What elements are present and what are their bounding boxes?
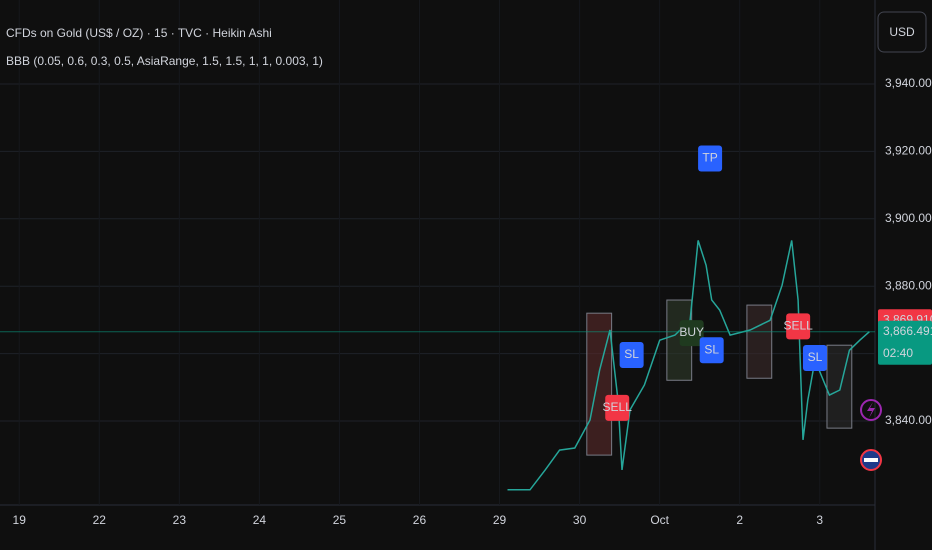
signal-marker bbox=[786, 313, 811, 340]
signal-label: SELL bbox=[603, 400, 633, 414]
flag-stripe bbox=[864, 458, 878, 462]
range-box bbox=[586, 312, 613, 456]
x-tick-label: 26 bbox=[413, 513, 427, 527]
x-tick-label: 25 bbox=[333, 513, 347, 527]
x-tick-label: 3 bbox=[816, 513, 823, 527]
x-tick-label: 22 bbox=[93, 513, 107, 527]
y-tick-label: 3,900.000 bbox=[885, 211, 932, 225]
y-tick-label: 3,880.000 bbox=[885, 278, 932, 292]
price-tag-label: 3,866.491 bbox=[883, 324, 932, 338]
signal-label: SL bbox=[808, 350, 823, 364]
currency-button[interactable] bbox=[877, 11, 927, 53]
countdown-label: 02:40 bbox=[883, 346, 913, 360]
signal-marker bbox=[698, 145, 723, 172]
y-tick-label: 3,940.000 bbox=[885, 76, 932, 90]
signal-marker bbox=[679, 320, 704, 347]
x-tick-label: 24 bbox=[253, 513, 267, 527]
x-tick-label: 19 bbox=[13, 513, 27, 527]
x-tick-label: Oct bbox=[650, 513, 669, 527]
price-line bbox=[507, 240, 870, 491]
signal-marker bbox=[619, 341, 644, 368]
price-tag bbox=[878, 320, 932, 365]
signal-label: SL bbox=[624, 347, 639, 361]
y-tick-label: 3,840.000 bbox=[885, 413, 932, 427]
x-tick-label: 2 bbox=[736, 513, 743, 527]
chart-title: CFDs on Gold (US$ / OZ) · 15 · TVC · Hei… bbox=[6, 26, 272, 40]
x-tick-label: 23 bbox=[173, 513, 187, 527]
signal-label: BUY bbox=[679, 325, 704, 339]
signal-label: SELL bbox=[783, 319, 813, 333]
currency-label[interactable]: USD bbox=[889, 25, 915, 39]
indicator-label: BBB (0.05, 0.6, 0.3, 0.5, AsiaRange, 1.5… bbox=[6, 54, 323, 68]
signal-label: SL bbox=[704, 342, 719, 356]
signal-marker bbox=[605, 394, 630, 421]
signal-marker bbox=[699, 337, 724, 364]
x-tick-label: 29 bbox=[493, 513, 507, 527]
signal-marker bbox=[802, 345, 827, 372]
lightning-glyph bbox=[867, 402, 875, 418]
y-tick-label: 3,920.000 bbox=[885, 144, 932, 158]
lightning-icon[interactable] bbox=[860, 399, 882, 421]
range-box bbox=[746, 304, 773, 379]
signal-label: TP bbox=[702, 151, 717, 165]
x-tick-label: 30 bbox=[573, 513, 587, 527]
